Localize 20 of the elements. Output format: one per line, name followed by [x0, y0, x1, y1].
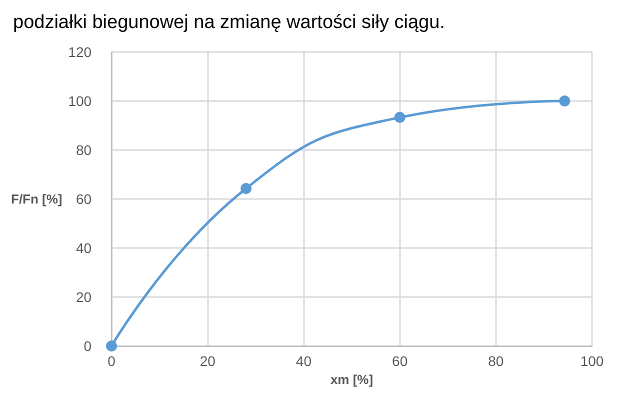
x-tick-label: 100: [580, 353, 604, 369]
x-tick-label: 80: [488, 353, 504, 369]
y-tick-label: 20: [76, 289, 92, 305]
y-tick-label: 80: [76, 142, 92, 158]
point: [240, 182, 252, 194]
y-axis-title: F/Fn [%]: [11, 192, 62, 206]
point: [559, 96, 570, 106]
y-tick-label: 40: [76, 240, 92, 256]
chart-title: podziałki biegunowej na zmianę wartości siły ciągu.: [13, 12, 445, 33]
y-tick-label: 100: [68, 93, 92, 109]
point: [106, 340, 118, 352]
x-tick-label: 60: [392, 353, 408, 369]
y-tick-label: 60: [76, 191, 92, 207]
y-tick-label: 0: [84, 338, 92, 354]
x-tick-label: 0: [108, 353, 116, 369]
point: [394, 112, 406, 123]
x-axis-title: xm [%]: [330, 372, 374, 387]
y-tick-label: 120: [68, 44, 92, 60]
x-tick-label: 40: [296, 353, 312, 369]
x-tick-label: 20: [200, 353, 216, 369]
